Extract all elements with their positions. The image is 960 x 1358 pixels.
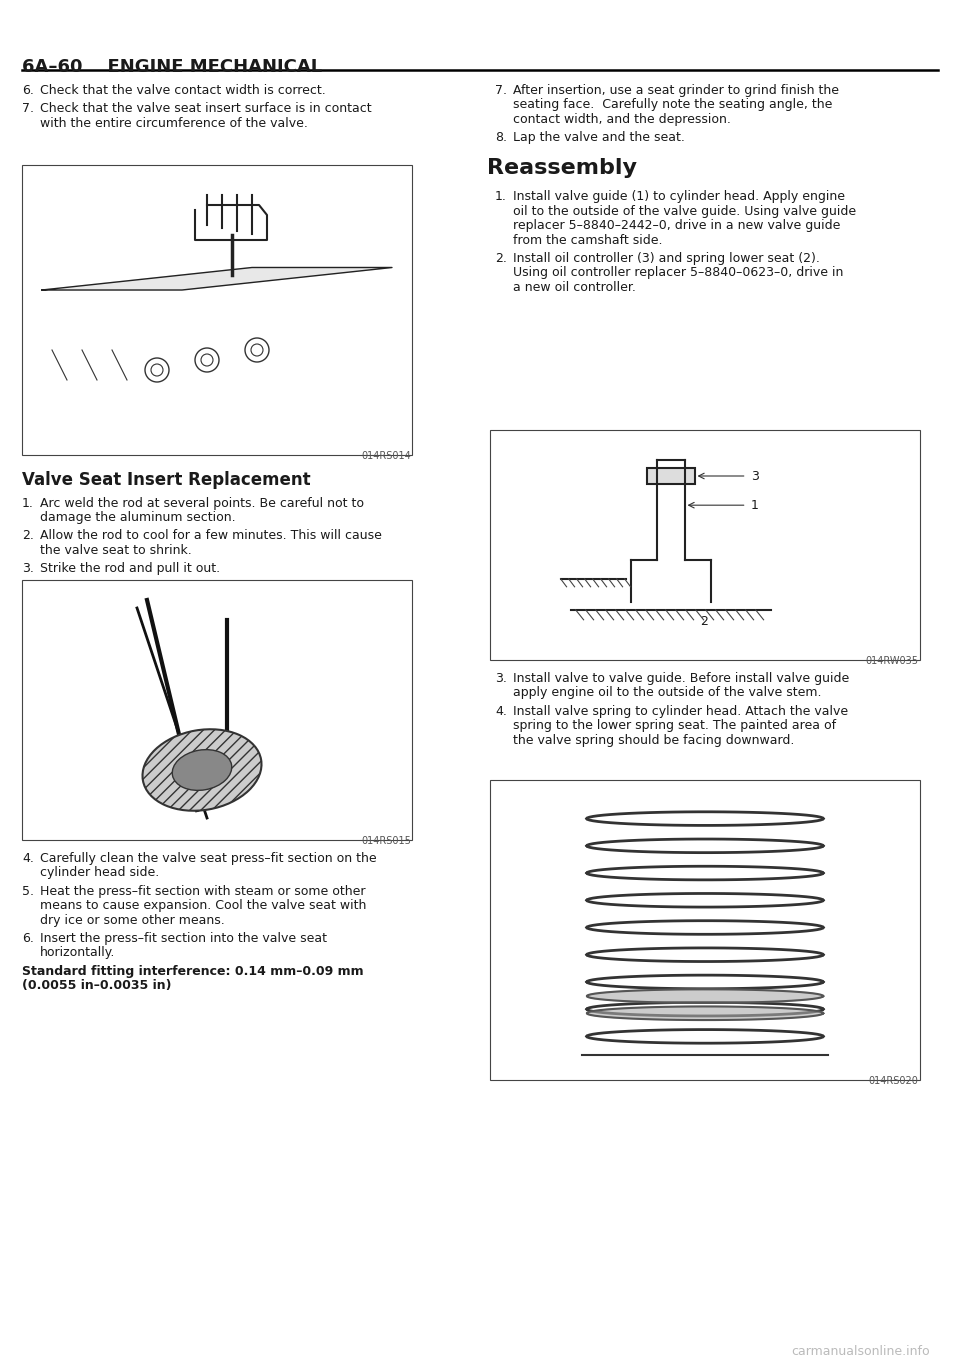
Text: 6.: 6. [22, 84, 34, 96]
Text: replacer 5–8840–2442–0, drive in a new valve guide: replacer 5–8840–2442–0, drive in a new v… [513, 219, 840, 232]
Text: dry ice or some other means.: dry ice or some other means. [40, 914, 225, 926]
Text: Check that the valve contact width is correct.: Check that the valve contact width is co… [40, 84, 325, 96]
Bar [22, 580, 412, 841]
Text: Check that the valve seat insert surface is in contact: Check that the valve seat insert surface… [40, 102, 372, 115]
Text: 3: 3 [751, 470, 758, 482]
Ellipse shape [172, 750, 231, 790]
Text: from the camshaft side.: from the camshaft side. [513, 234, 662, 247]
Text: 014RS020: 014RS020 [868, 1076, 918, 1086]
Bar [490, 779, 920, 1080]
Text: Valve Seat Insert Replacement: Valve Seat Insert Replacement [22, 471, 311, 489]
Text: Standard fitting interference: 0.14 mm–0.09 mm: Standard fitting interference: 0.14 mm–0… [22, 964, 364, 978]
Text: 7.: 7. [495, 84, 507, 96]
Text: After insertion, use a seat grinder to grind finish the: After insertion, use a seat grinder to g… [513, 84, 839, 96]
Text: Install valve guide (1) to cylinder head. Apply engine: Install valve guide (1) to cylinder head… [513, 190, 845, 204]
Text: 014RS014: 014RS014 [361, 451, 411, 460]
Polygon shape [42, 268, 392, 291]
Text: Install oil controller (3) and spring lower seat (2).: Install oil controller (3) and spring lo… [513, 253, 820, 265]
Text: 6.: 6. [22, 932, 34, 945]
Ellipse shape [142, 729, 261, 811]
Text: Heat the press–fit section with steam or some other: Heat the press–fit section with steam or… [40, 885, 366, 898]
Text: 3.: 3. [495, 672, 507, 684]
Text: apply engine oil to the outside of the valve stem.: apply engine oil to the outside of the v… [513, 686, 822, 699]
Text: 1.: 1. [22, 497, 34, 509]
Text: damage the aluminum section.: damage the aluminum section. [40, 511, 235, 524]
Text: Install valve to valve guide. Before install valve guide: Install valve to valve guide. Before ins… [513, 672, 850, 684]
Text: the valve spring should be facing downward.: the valve spring should be facing downwa… [513, 733, 794, 747]
Text: Carefully clean the valve seat press–fit section on the: Carefully clean the valve seat press–fit… [40, 851, 376, 865]
Text: 014RW035: 014RW035 [865, 656, 918, 665]
Text: 014RS015: 014RS015 [361, 837, 411, 846]
Text: Arc weld the rod at several points. Be careful not to: Arc weld the rod at several points. Be c… [40, 497, 364, 509]
Text: 2.: 2. [495, 253, 507, 265]
Text: Strike the rod and pull it out.: Strike the rod and pull it out. [40, 562, 220, 576]
Text: Allow the rod to cool for a few minutes. This will cause: Allow the rod to cool for a few minutes.… [40, 530, 382, 542]
Polygon shape [587, 1006, 824, 1020]
Text: a new oil controller.: a new oil controller. [513, 281, 636, 293]
Text: oil to the outside of the valve guide. Using valve guide: oil to the outside of the valve guide. U… [513, 205, 856, 217]
Text: seating face.  Carefully note the seating angle, the: seating face. Carefully note the seating… [513, 98, 832, 111]
Text: 4.: 4. [495, 705, 507, 718]
Text: contact width, and the depression.: contact width, and the depression. [513, 113, 731, 126]
Text: 6A–60    ENGINE MECHANICAL: 6A–60 ENGINE MECHANICAL [22, 58, 323, 76]
Text: 2.: 2. [22, 530, 34, 542]
Text: Lap the valve and the seat.: Lap the valve and the seat. [513, 132, 684, 144]
Text: 3.: 3. [22, 562, 34, 576]
Bar [22, 166, 412, 455]
Text: Using oil controller replacer 5–8840–0623–0, drive in: Using oil controller replacer 5–8840–062… [513, 266, 844, 280]
Text: Insert the press–fit section into the valve seat: Insert the press–fit section into the va… [40, 932, 327, 945]
Text: 1.: 1. [495, 190, 507, 204]
Bar [490, 430, 920, 660]
Text: carmanualsonline.info: carmanualsonline.info [791, 1344, 930, 1358]
Polygon shape [587, 989, 824, 1004]
Text: (0.0055 in–0.0035 in): (0.0055 in–0.0035 in) [22, 979, 172, 993]
Text: 1: 1 [751, 498, 758, 512]
Text: 7.: 7. [22, 102, 34, 115]
Text: cylinder head side.: cylinder head side. [40, 866, 159, 880]
Text: Install valve spring to cylinder head. Attach the valve: Install valve spring to cylinder head. A… [513, 705, 848, 718]
Text: 2: 2 [701, 615, 708, 629]
Text: spring to the lower spring seat. The painted area of: spring to the lower spring seat. The pai… [513, 720, 836, 732]
Text: the valve seat to shrink.: the valve seat to shrink. [40, 543, 192, 557]
Text: means to cause expansion. Cool the valve seat with: means to cause expansion. Cool the valve… [40, 899, 367, 913]
Bar [647, 469, 695, 483]
Text: with the entire circumference of the valve.: with the entire circumference of the val… [40, 117, 308, 130]
Text: 5.: 5. [22, 885, 34, 898]
Text: horizontally.: horizontally. [40, 947, 115, 959]
Text: 4.: 4. [22, 851, 34, 865]
Text: Reassembly: Reassembly [487, 158, 637, 178]
Text: 8.: 8. [495, 132, 507, 144]
